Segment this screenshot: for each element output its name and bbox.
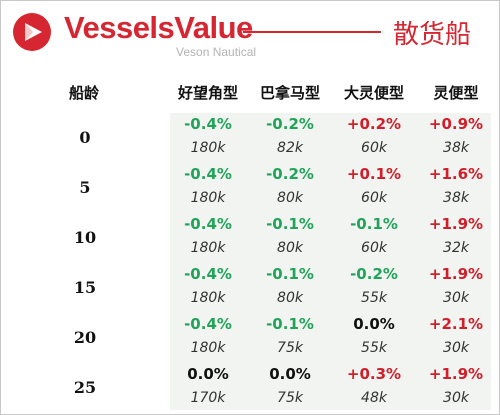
value-cell: 170k (190, 390, 226, 406)
age-cell: 20 (73, 328, 97, 347)
change-cell: +1.6% (428, 165, 484, 183)
value-cell: 55k (361, 340, 387, 356)
value-cell: 30k (443, 340, 469, 356)
change-cell: -0.2% (266, 165, 314, 183)
value-cell: 80k (277, 290, 303, 306)
value-cell: 180k (190, 290, 226, 306)
change-cell: -0.4% (184, 265, 232, 283)
value-cell: 80k (277, 240, 303, 256)
change-cell: -0.1% (266, 265, 314, 283)
age-cell: 15 (73, 278, 97, 297)
value-cell: 180k (190, 340, 226, 356)
change-cell: -0.2% (266, 115, 314, 133)
change-cell: +0.3% (346, 365, 402, 383)
value-cell: 180k (190, 140, 226, 156)
age-cell: 0 (79, 128, 91, 147)
change-cell: +1.9% (428, 365, 484, 383)
change-cell: +0.2% (346, 115, 402, 133)
value-cell: 180k (190, 190, 226, 206)
value-cell: 60k (361, 240, 387, 256)
column-header-handysize: 灵便型 (433, 84, 479, 102)
age-cell: 25 (73, 378, 97, 397)
change-cell: 0.0% (187, 365, 229, 383)
change-cell: +1.9% (428, 215, 484, 233)
change-cell: 0.0% (353, 315, 395, 333)
header-rule (243, 31, 381, 33)
value-cell: 32k (443, 240, 469, 256)
column-header-panamax: 巴拿马型 (259, 84, 320, 102)
brand-subtitle: Veson Nautical (176, 45, 257, 59)
change-cell: -0.4% (184, 215, 232, 233)
column-header-capesize: 好望角型 (177, 84, 238, 102)
age-column-header: 船龄 (68, 84, 99, 102)
change-cell: +0.9% (428, 115, 484, 133)
value-cell: 30k (443, 290, 469, 306)
change-cell: 0.0% (269, 365, 311, 383)
change-cell: -0.4% (184, 165, 232, 183)
value-cell: 55k (361, 290, 387, 306)
change-cell: -0.4% (184, 315, 232, 333)
change-cell: -0.4% (184, 115, 232, 133)
change-cell: +1.9% (428, 265, 484, 283)
value-cell: 180k (190, 240, 226, 256)
value-cell: 82k (277, 140, 303, 156)
value-cell: 60k (361, 140, 387, 156)
change-cell: -0.1% (266, 315, 314, 333)
vesselsvalue-logo-icon (13, 13, 51, 51)
change-cell: -0.2% (350, 265, 398, 283)
data-area-background (170, 113, 491, 410)
column-header-supramax: 大灵便型 (343, 84, 404, 102)
value-cell: 38k (443, 190, 469, 206)
value-cell: 60k (361, 190, 387, 206)
age-cell: 10 (73, 228, 97, 247)
change-cell: -0.1% (266, 215, 314, 233)
value-cell: 30k (443, 390, 469, 406)
value-cell: 75k (277, 390, 303, 406)
change-cell: -0.1% (350, 215, 398, 233)
page-title: 散货船 (393, 20, 472, 50)
value-cell: 75k (277, 340, 303, 356)
value-cell: 80k (277, 190, 303, 206)
change-cell: +0.1% (346, 165, 402, 183)
change-cell: +2.1% (428, 315, 484, 333)
age-cell: 5 (79, 178, 91, 197)
brand-name: VesselsValue (64, 10, 253, 45)
value-cell: 48k (361, 390, 387, 406)
value-cell: 38k (443, 140, 469, 156)
